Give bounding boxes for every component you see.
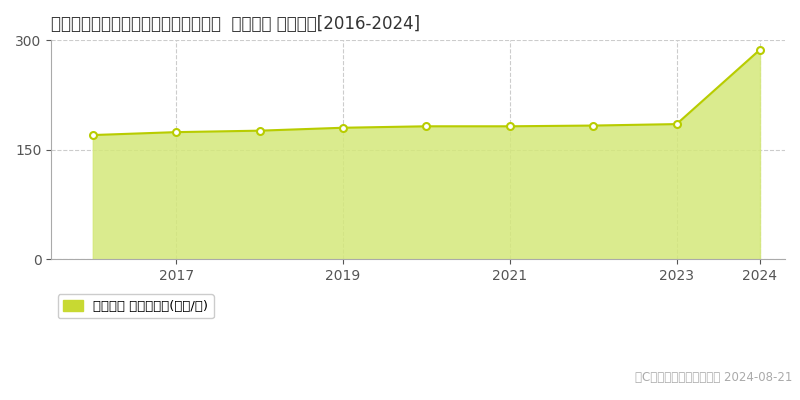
- Text: 東京都目黒区大岡山１丁目８６番１８  地価公示 地価推移[2016-2024]: 東京都目黒区大岡山１丁目８６番１８ 地価公示 地価推移[2016-2024]: [51, 15, 420, 33]
- Point: [253, 128, 266, 134]
- Point: [420, 123, 433, 130]
- Point: [754, 46, 766, 53]
- Point: [86, 132, 99, 138]
- Point: [586, 122, 599, 129]
- Point: [170, 129, 182, 135]
- Legend: 地価公示 平均坪単価(万円/坪): 地価公示 平均坪単価(万円/坪): [58, 294, 214, 318]
- Point: [337, 124, 350, 131]
- Point: [503, 123, 516, 130]
- Text: （C）土地価格ドットコム 2024-08-21: （C）土地価格ドットコム 2024-08-21: [634, 371, 792, 384]
- Point: [670, 121, 683, 127]
